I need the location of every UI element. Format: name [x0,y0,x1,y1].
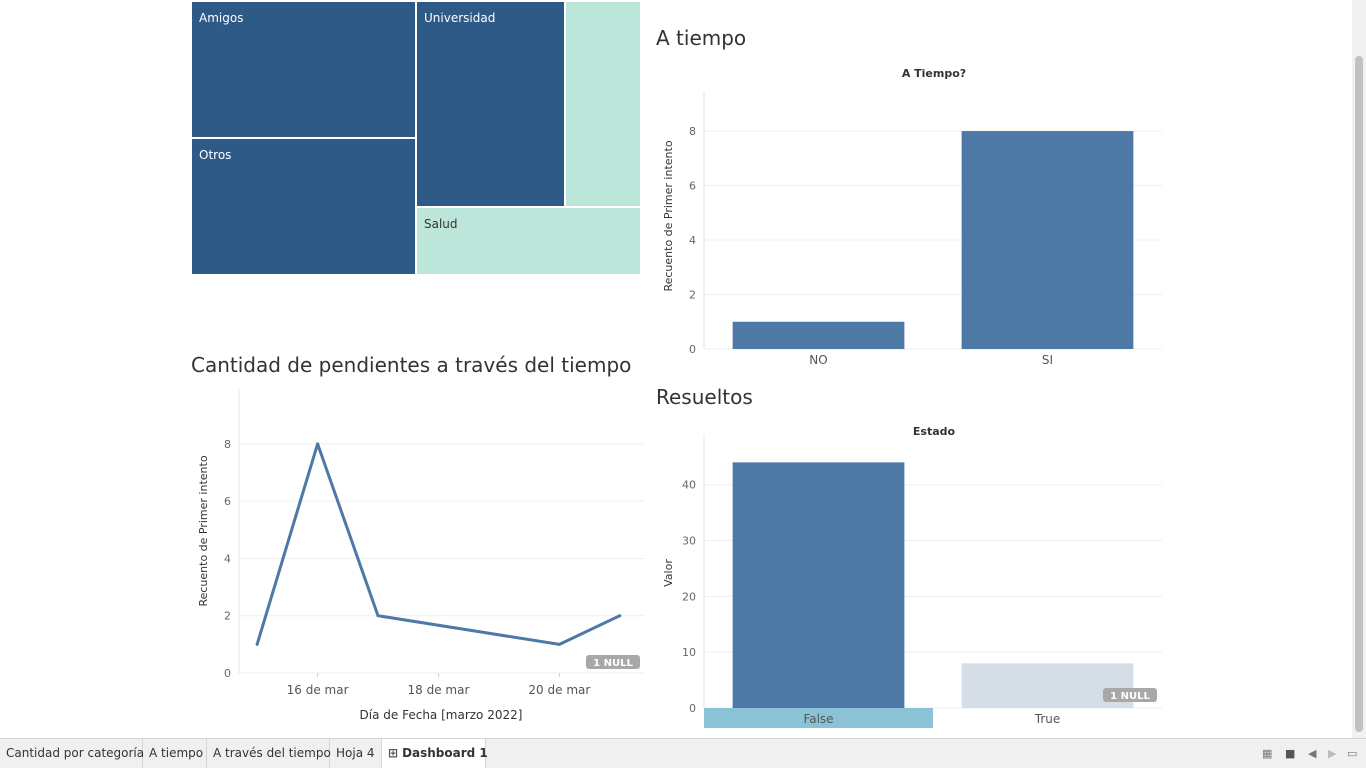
category-treemap[interactable]: Amigos Otros Universidad Salud [191,1,641,275]
null-badge-bg [586,655,640,669]
y-tick-label: 0 [224,667,231,680]
y-tick-label: 6 [224,495,231,508]
next-sheet-icon[interactable]: ▶ [1328,747,1337,760]
treemap-cell-amigos[interactable]: Amigos [191,1,416,138]
x-tick-label: False [803,712,833,726]
x-tick-label: 16 de mar [287,683,349,697]
null-badge: 1 NULL [593,658,633,669]
tab-hoja-4[interactable]: Hoja 4 [330,739,382,768]
presentation-mode-icon[interactable]: ▭ [1347,747,1358,760]
y-tick-label: 0 [689,343,696,356]
y-tick-label: 2 [689,289,696,302]
y-tick-label: 4 [689,234,696,247]
tab-cantidad-por-categoria[interactable]: Cantidad por categoría [0,739,145,768]
y-tick-label: 8 [224,438,231,451]
tab-a-traves-del-tiempo[interactable]: A través del tiempo [207,739,331,768]
dashboard-grid-icon: ⊞ [388,746,399,760]
sheet-title-a-tiempo: A tiempo [656,26,747,50]
x-tick-label: True [1034,712,1061,726]
treemap-label: Amigos [199,11,244,25]
y-tick-label: 6 [689,180,696,193]
tab-label: Cantidad por categoría [6,746,145,760]
treemap-cell-universidad[interactable]: Universidad [416,1,565,207]
chart-title: A Tiempo? [902,67,966,80]
treemap-cell-salud[interactable]: Salud [416,207,641,275]
y-tick-label: 2 [224,610,231,623]
tab-dashboard-1[interactable]: ⊞ Dashboard 1 [382,739,488,768]
data-point[interactable] [255,642,259,646]
data-point[interactable] [557,642,561,646]
scrollbar-thumb[interactable] [1355,56,1363,732]
y-axis-label: Recuento de Primer intento [197,455,210,606]
bar-si[interactable] [961,131,1134,349]
series-line[interactable] [255,442,621,646]
grid-view-icon[interactable]: ▦ [1262,747,1273,760]
bar-chart-a-tiempo[interactable]: A Tiempo? Recuento de Primer intento 0 2 4… [655,60,1175,380]
chart-title: Estado [913,425,956,438]
y-tick-label: 30 [682,535,696,548]
y-tick-label: 8 [689,125,696,138]
data-point[interactable] [618,614,622,618]
tab-label: Dashboard 1 [402,746,488,760]
y-tick-label: 4 [224,552,231,565]
bar-no[interactable] [732,321,905,349]
previous-sheet-icon[interactable]: ◀ [1308,747,1317,760]
treemap-label: Otros [199,148,232,162]
tab-label: A tiempo [149,746,204,760]
y-tick-label: 0 [689,702,696,715]
treemap-cell-otros[interactable]: Otros [191,138,416,275]
y-axis-label: Valor [662,559,675,587]
sheet-title-resueltos: Resueltos [656,385,753,409]
treemap-label: Universidad [424,11,496,25]
treemap-cell-unlabeled[interactable] [565,1,641,207]
null-badge-bg [1103,688,1157,702]
null-badge: 1 NULL [1110,691,1150,702]
line-chart-pendientes[interactable]: Recuento de Primer intento Día de Fecha … [190,385,650,730]
bar-chart-estado[interactable]: Estado Valor 0 10 20 30 40 False True 1 NULL [655,420,1175,735]
x-tick-label: NO [809,353,827,367]
sheet-title-cantidad: Cantidad de pendientes a través del tiem… [191,353,632,377]
tab-label: Hoja 4 [336,746,375,760]
vertical-scrollbar[interactable] [1352,0,1366,738]
y-tick-label: 10 [682,646,696,659]
x-tick-label: 18 de mar [408,683,470,697]
x-axis-label: Día de Fecha [marzo 2022] [360,708,523,722]
data-point[interactable] [376,614,380,618]
filmstrip-icon[interactable]: ■ [1285,747,1296,760]
bar-false[interactable] [732,462,905,708]
x-tick-label: SI [1042,353,1053,367]
tab-a-tiempo[interactable]: A tiempo [143,739,207,768]
selected-category-highlight [704,708,933,728]
y-tick-label: 40 [682,479,696,492]
treemap-label: Salud [424,217,458,231]
x-tick-label: 20 de mar [528,683,590,697]
sheet-tab-bar: Cantidad por categoría A tiempo A través… [0,738,1366,768]
y-axis-label: Recuento de Primer intento [662,140,675,291]
data-point[interactable] [316,442,320,446]
tab-label: A través del tiempo [213,746,331,760]
y-tick-label: 20 [682,590,696,603]
